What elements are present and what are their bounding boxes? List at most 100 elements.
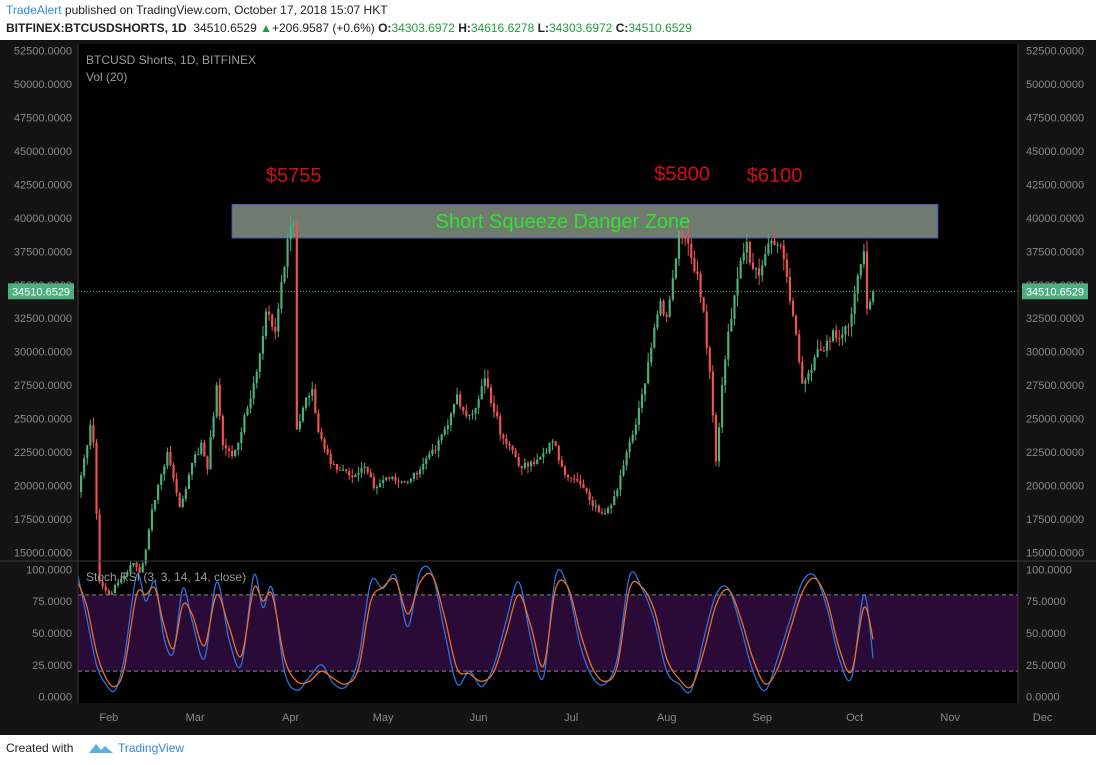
stoch-band: [78, 594, 1018, 672]
plot-background: [78, 44, 1018, 703]
candle: [588, 488, 591, 505]
month-tick-label: Dec: [1033, 712, 1053, 724]
candle: [329, 449, 332, 469]
candle: [637, 400, 640, 431]
candle: [647, 352, 650, 385]
candle: [514, 447, 517, 458]
candle: [212, 411, 215, 440]
candle: [132, 562, 135, 568]
candle: [551, 438, 554, 451]
candle: [862, 244, 865, 269]
open-value: 34303.6972: [391, 21, 455, 35]
candle: [677, 230, 681, 266]
candle: [227, 445, 231, 459]
chart-area[interactable]: 15000.0000 17500.0000 20000.0000 22500.0000…: [0, 40, 1096, 735]
time-axis: Feb Mar Apr May Jun Jul Aug Sep Oct Nov Dec: [0, 703, 1096, 735]
candle: [422, 457, 425, 475]
last-price-label-left: 34510.6529: [12, 286, 70, 298]
candle: [144, 548, 147, 566]
candle: [573, 473, 576, 484]
candle: [841, 326, 844, 346]
candle: [363, 462, 366, 475]
stoch-tick-label-left: 100.0000: [26, 564, 72, 576]
candle: [218, 378, 221, 421]
candle: [690, 238, 693, 265]
candle: [113, 583, 117, 594]
candle: [345, 468, 348, 474]
candle: [301, 405, 305, 424]
candle: [536, 453, 539, 465]
candle: [517, 453, 520, 468]
y-tick-label-left: 27500.0000: [14, 380, 72, 392]
candle: [542, 447, 545, 464]
candle: [366, 466, 369, 475]
candle: [332, 460, 335, 466]
candle: [717, 422, 721, 467]
candle: [656, 310, 659, 331]
candle: [190, 462, 194, 480]
month-tick-label: Jul: [564, 712, 578, 724]
candle: [459, 390, 462, 410]
candle: [856, 273, 859, 303]
candle: [628, 437, 631, 459]
candle: [693, 250, 696, 274]
candle: [187, 472, 191, 490]
candle: [548, 442, 551, 455]
candle: [95, 439, 98, 520]
candle: [847, 323, 850, 337]
candle: [323, 437, 326, 453]
candle: [123, 572, 126, 583]
stoch-tick-label-right: 50.0000: [1026, 628, 1066, 640]
y-tick-label-left: 17500.0000: [14, 514, 72, 526]
candle: [721, 376, 724, 434]
chart-svg[interactable]: 15000.0000 17500.0000 20000.0000 22500.0000…: [0, 40, 1096, 735]
candle: [477, 395, 480, 414]
y-tick-label-left: 45000.0000: [14, 146, 72, 158]
candle: [443, 425, 446, 437]
candle: [116, 578, 120, 588]
candle: [320, 428, 323, 442]
candle: [101, 579, 104, 590]
y-tick-label-right: 15000.0000: [1026, 547, 1084, 559]
candle: [795, 314, 798, 337]
candle: [289, 215, 292, 252]
candle: [138, 563, 141, 574]
candle: [560, 455, 563, 468]
candle: [369, 468, 372, 478]
candle: [160, 473, 163, 490]
candle: [597, 504, 600, 514]
candle: [397, 477, 400, 488]
author-link[interactable]: TradeAlert: [6, 3, 62, 17]
candle: [736, 266, 739, 307]
candle: [607, 505, 610, 515]
candle: [462, 406, 465, 415]
up-arrow-icon: ▲: [260, 21, 272, 35]
y-tick-label-right: 20000.0000: [1026, 480, 1084, 492]
candle: [252, 375, 255, 405]
candle: [480, 379, 483, 400]
tradingview-logo-icon[interactable]: [88, 741, 114, 760]
candle: [825, 334, 828, 358]
candle: [758, 258, 761, 285]
candle: [539, 456, 542, 460]
stoch-tick-label-left: 75.0000: [32, 596, 72, 608]
stoch-tick-label-left: 25.0000: [32, 660, 72, 672]
y-tick-label-right: 27500.0000: [1026, 380, 1084, 392]
candle: [468, 414, 471, 421]
candle: [120, 576, 123, 585]
candle: [844, 325, 847, 343]
candle: [292, 218, 295, 237]
candle: [828, 336, 832, 351]
candle: [816, 339, 819, 358]
candle: [838, 329, 841, 347]
candle: [711, 364, 714, 423]
candle: [385, 477, 388, 482]
candle: [483, 369, 486, 394]
candle: [788, 267, 792, 305]
stoch-series-d: [77, 572, 874, 689]
candle: [234, 449, 237, 458]
candle: [465, 404, 468, 419]
created-with-label: Created with: [6, 741, 74, 755]
candle: [585, 487, 588, 495]
tradingview-link[interactable]: TradingView: [118, 741, 185, 755]
